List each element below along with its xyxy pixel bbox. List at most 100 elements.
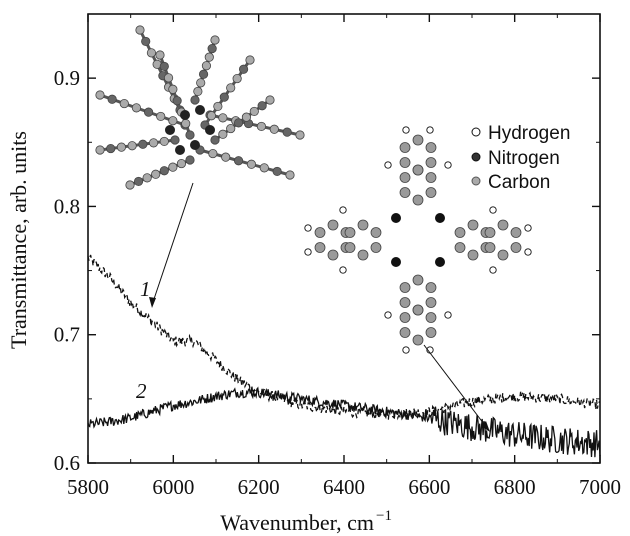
molecule-atom	[357, 219, 369, 231]
molecule-atom	[221, 152, 231, 162]
molecule-hydrogen-atom	[304, 224, 312, 232]
molecule-hydrogen-atom	[304, 248, 312, 256]
y-tick-label: 0.8	[54, 194, 80, 218]
molecule-atom	[210, 35, 220, 45]
molecule-atom	[399, 187, 411, 198]
molecule-atom	[467, 219, 479, 231]
molecule-atom	[399, 172, 411, 183]
molecule-atom	[193, 86, 203, 97]
molecule-hydrogen-atom	[444, 161, 452, 169]
molecule-nitrogen-atom	[391, 257, 401, 267]
molecule-atom	[181, 118, 191, 129]
x-axis-label-superscript: −1	[376, 508, 392, 524]
series-line-2	[87, 386, 601, 458]
molecule-hydrogen-atom	[339, 266, 347, 274]
molecule-atom	[218, 113, 228, 123]
molecule-nitrogen-atom	[190, 140, 200, 150]
molecule-atom	[425, 327, 437, 338]
arrow-head-2	[481, 421, 490, 432]
molecule-atom	[399, 327, 411, 338]
x-tick-label: 6200	[238, 475, 280, 499]
molecule-atom	[95, 145, 105, 155]
molecule-atom	[232, 73, 242, 84]
molecule-atom	[399, 282, 411, 293]
molecule-atom	[156, 111, 166, 122]
molecule-atom	[168, 116, 178, 126]
molecule-atom	[190, 95, 200, 105]
molecule-atom	[412, 274, 424, 286]
molecule-atom	[412, 304, 424, 316]
molecule-atom	[233, 118, 244, 128]
molecule-nitrogen-atom	[435, 213, 445, 223]
molecule-nitrogen-atom	[175, 145, 185, 155]
molecule-atom	[399, 312, 411, 323]
molecule-atom	[201, 61, 212, 71]
x-ticks: 5800 6000 6200 6400 6600 6800 7000	[67, 14, 621, 499]
molecule-atom	[176, 158, 187, 169]
molecule-atom	[425, 297, 437, 308]
molecule-nitrogen-atom	[180, 110, 190, 120]
x-tick-label: 6000	[152, 475, 194, 499]
molecule-atom	[510, 227, 522, 238]
molecule-atom	[213, 101, 223, 112]
molecule-atom	[127, 141, 137, 151]
molecule-atom	[208, 148, 218, 159]
molecule-atom	[238, 64, 249, 74]
legend-nitrogen-label: Nitrogen	[488, 148, 560, 169]
molecule-atom	[107, 94, 117, 104]
molecule-atom	[141, 36, 151, 47]
molecule-atom	[185, 155, 195, 165]
molecule-hydrogen-atom	[524, 224, 532, 232]
molecule-atom	[148, 138, 159, 148]
molecule-atom	[399, 142, 411, 153]
molecule-atom	[210, 135, 220, 145]
x-tick-label: 6800	[494, 475, 536, 499]
molecule-atom	[172, 96, 182, 106]
molecule-atom	[425, 142, 437, 153]
molecule-atom	[344, 242, 356, 253]
molecule-atom	[412, 134, 424, 146]
series-curves	[87, 254, 601, 458]
molecule-hydrogen-atom	[339, 206, 347, 214]
molecule-atom	[133, 176, 144, 187]
y-tick-label: 0.9	[54, 66, 80, 90]
y-tick-label: 0.7	[54, 323, 80, 347]
y-tick-label: 0.6	[54, 451, 80, 475]
molecule-structure-illustration	[304, 126, 532, 354]
molecule-atom	[226, 83, 236, 93]
molecule-atom	[207, 43, 217, 54]
molecule-atom	[295, 130, 305, 140]
molecule-atom	[484, 242, 496, 253]
molecule-atom	[125, 180, 135, 190]
molecule-atom	[185, 130, 195, 140]
molecule-atom	[219, 92, 229, 102]
molecule-atom	[155, 50, 165, 60]
molecule-atom	[218, 129, 228, 139]
molecule-nitrogen-atom	[205, 125, 215, 135]
molecule-atom	[265, 95, 275, 105]
molecule-atom	[314, 227, 326, 238]
molecule-atom	[425, 282, 437, 293]
molecule-atom	[241, 112, 252, 122]
molecule-atom	[412, 194, 424, 206]
molecule-atom	[198, 69, 209, 79]
molecule-atom	[159, 61, 169, 72]
molecule-atom	[135, 25, 145, 35]
x-tick-label: 5800	[67, 475, 109, 499]
x-tick-label: 6600	[408, 475, 450, 499]
molecule-atom	[425, 172, 437, 183]
molecule-atom	[206, 111, 217, 121]
arrow-to-curve-1	[151, 182, 194, 306]
molecule-atom	[168, 84, 178, 94]
molecule-atom	[204, 52, 214, 62]
molecule-atom	[116, 142, 127, 152]
molecule-atom	[425, 157, 437, 168]
molecule-hydrogen-atom	[384, 311, 392, 319]
molecule-atom	[119, 98, 129, 109]
molecule-atom	[95, 90, 105, 100]
molecule-atom	[285, 170, 295, 180]
molecule-atom	[314, 242, 326, 253]
curve-label-1: 1	[140, 277, 151, 301]
molecule-atom	[272, 166, 282, 177]
molecule-atom	[357, 249, 369, 261]
